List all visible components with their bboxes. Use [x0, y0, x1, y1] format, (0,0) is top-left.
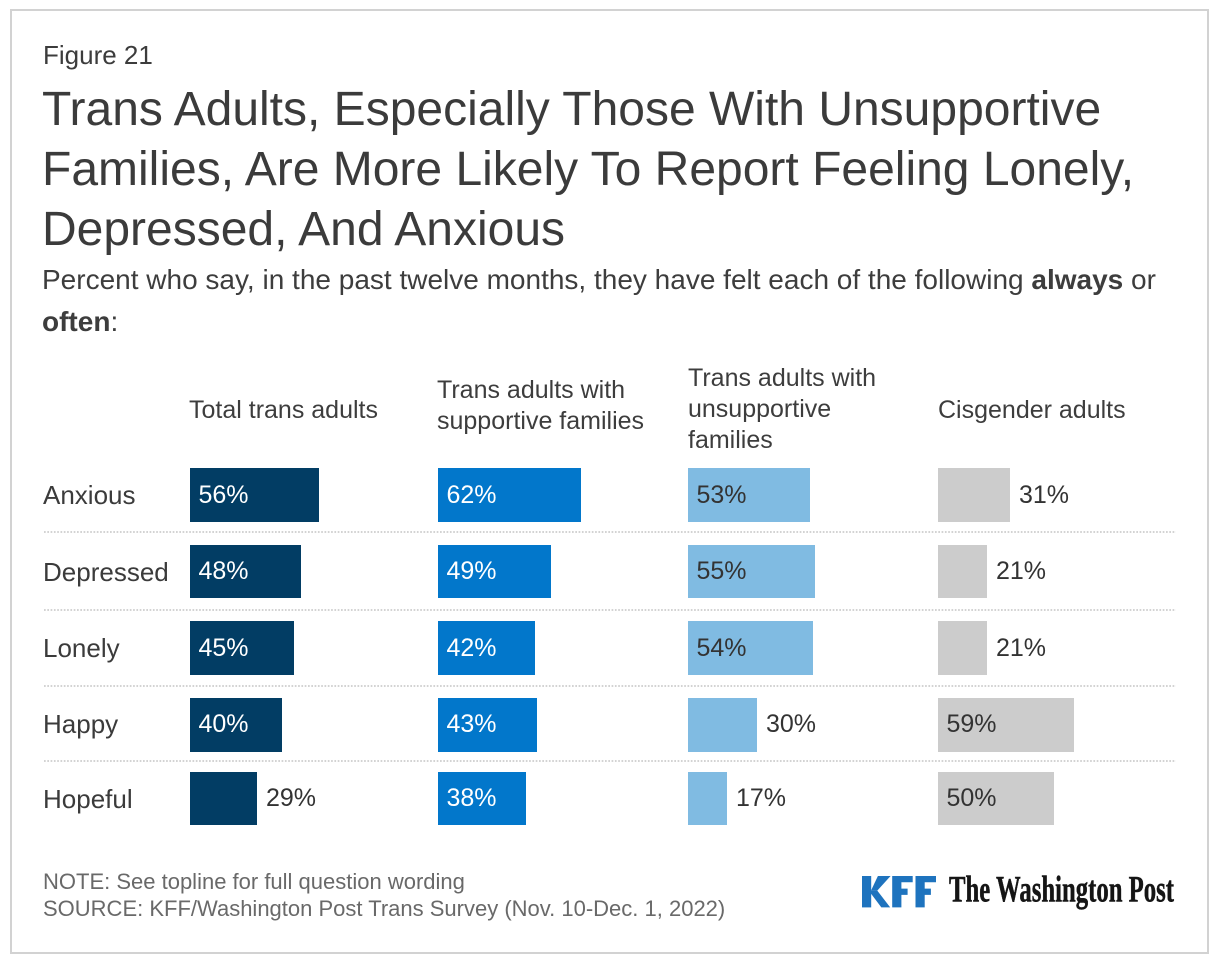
svg-text:The Washington Post: The Washington Post	[949, 870, 1174, 910]
